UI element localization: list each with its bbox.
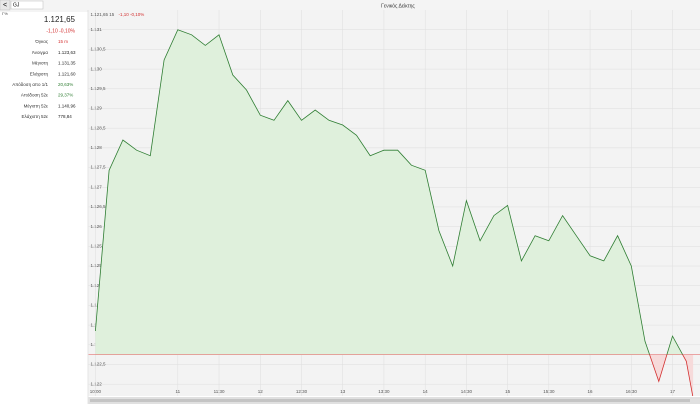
y-tick-label: 1.122,5 <box>91 362 107 367</box>
x-tick-label: 12 <box>258 389 264 394</box>
scroll-thumb[interactable] <box>90 399 690 402</box>
x-tick-label: 17 <box>670 389 676 394</box>
price: 1.121,65 <box>44 15 76 24</box>
chart-title: Γενικός Δείκτης <box>381 2 415 9</box>
change: -1,10 -0,10% <box>46 28 75 34</box>
x-tick-label: 15:30 <box>543 389 555 394</box>
back-icon: < <box>3 2 7 9</box>
chart-info: -1,10 -0,10% <box>119 12 145 17</box>
stat-value: 778,84 <box>58 114 72 119</box>
search-input[interactable] <box>10 0 44 10</box>
y-tick-label: 1.131 <box>91 27 103 32</box>
stat-label: Άνοιγμα <box>32 50 49 55</box>
area-positive <box>95 29 683 355</box>
y-tick-label: 1.127 <box>91 184 103 189</box>
price-line <box>95 29 684 355</box>
x-tick-label: 10:00 <box>90 389 102 394</box>
stat-label: Μέγιστη <box>32 60 49 66</box>
x-tick-label: 12:30 <box>296 389 308 394</box>
x-tick-label: 15 <box>505 389 511 394</box>
y-tick-label: 1.128 <box>91 145 103 150</box>
y-tick-label: 1.128,5 <box>91 125 107 130</box>
chart-info: 1.121,65 15 <box>91 12 115 17</box>
stat-label: Απόδοση απο 1/1 <box>12 81 48 87</box>
x-tick-label: 16 <box>588 389 594 394</box>
y-tick-label: 1.129,5 <box>91 86 107 91</box>
top-bar <box>0 0 700 12</box>
back-button[interactable] <box>0 0 11 11</box>
x-tick-label: 11 <box>175 389 180 394</box>
y-tick-label: 1.130,5 <box>91 47 107 52</box>
y-tick-label: 1.126 <box>91 224 103 229</box>
y-tick-label: 1.127,5 <box>91 165 107 170</box>
x-tick-label: 13:30 <box>378 389 390 394</box>
stat-value: 1.121,60 <box>58 71 76 76</box>
stat-label: Απόδοση 52ε <box>21 92 48 98</box>
x-tick-label: 11:30 <box>214 389 225 394</box>
stat-label: Ελάχιστη 52ε <box>22 113 48 119</box>
y-tick-label: 1.124,5 <box>91 283 107 288</box>
y-tick-label: 1.125 <box>91 263 103 268</box>
stat-value: 15 m <box>58 39 68 44</box>
y-tick-label: 1.122 <box>91 381 103 386</box>
x-tick-label: 14:30 <box>461 389 473 394</box>
x-tick-label: 14 <box>423 389 429 394</box>
y-tick-label: 1.130 <box>91 66 103 71</box>
stat-value: 29,37% <box>58 93 73 98</box>
stat-value: 1.140,96 <box>58 103 76 108</box>
stat-value: 1.131,35 <box>58 61 76 66</box>
y-tick-label: 1.126,5 <box>91 204 107 209</box>
stat-label: Ελάχιστη <box>30 70 49 76</box>
stat-label: Μέγιστη 52ε <box>24 102 48 108</box>
x-tick-label: 13 <box>340 389 346 394</box>
stat-value: 1.123,63 <box>58 50 76 55</box>
search-text: GJ <box>13 2 20 8</box>
y-tick-label: 1.125,5 <box>91 244 107 249</box>
x-tick-label: 16:30 <box>626 389 638 394</box>
sub-label: Γ% <box>2 11 8 16</box>
y-tick-label: 1.124 <box>91 303 103 308</box>
y-tick-label: 1.129 <box>91 106 103 111</box>
stat-label: Όγκος <box>34 39 48 44</box>
stat-value: 20,63% <box>58 82 73 87</box>
